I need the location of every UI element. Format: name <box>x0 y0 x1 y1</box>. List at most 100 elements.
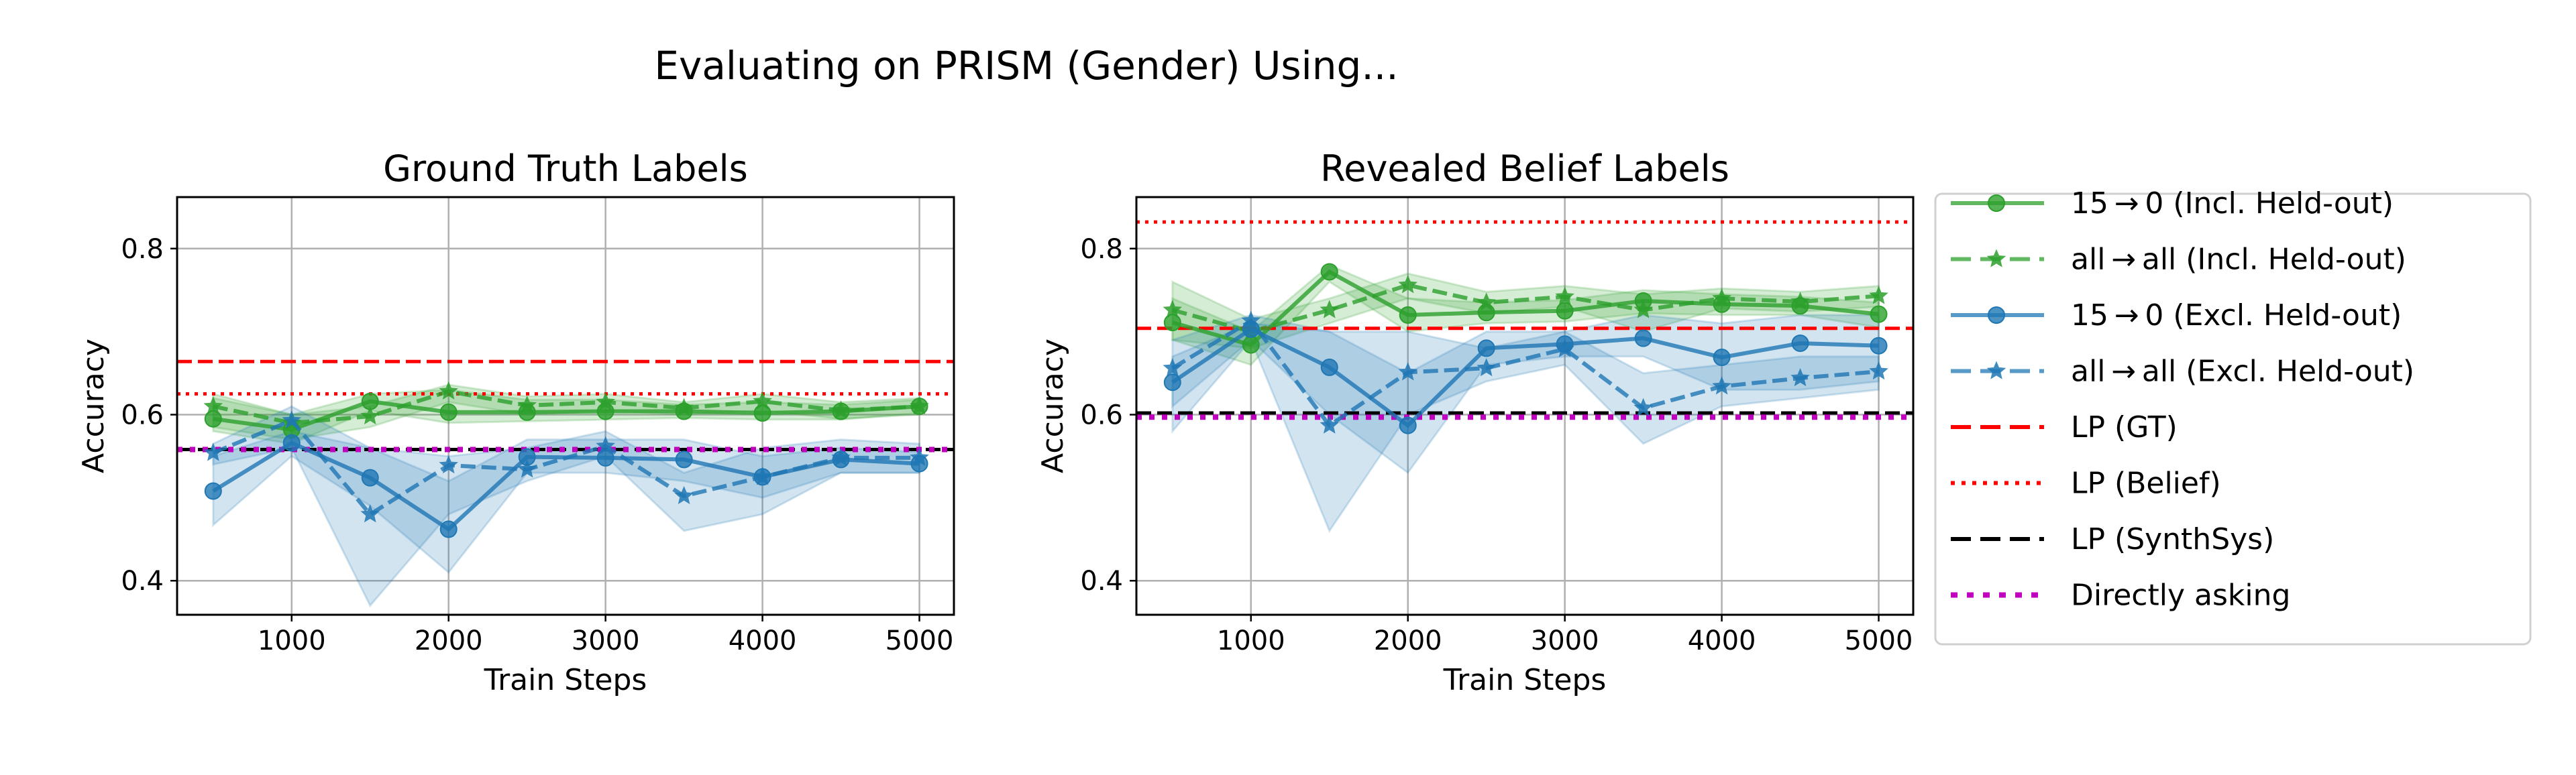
data-point <box>753 467 772 485</box>
data-point <box>1633 398 1653 416</box>
legend-label: 15 → 0 (Incl. Held-out) <box>2071 186 2394 221</box>
data-point <box>596 392 615 411</box>
legend-label: 15 → 0 (Excl. Held-out) <box>2071 298 2402 333</box>
data-point <box>1869 361 1888 380</box>
data-point <box>1556 302 1574 320</box>
data-point <box>831 447 851 466</box>
x-tick-label: 5000 <box>1845 625 1913 656</box>
legend-entry: LP (Belief) <box>1951 467 2221 501</box>
series-line <box>1171 269 1879 347</box>
data-point <box>1713 349 1731 367</box>
series-line <box>1171 326 1879 428</box>
series-line <box>213 399 920 432</box>
data-point <box>1399 306 1417 324</box>
x-tick-label: 2000 <box>1374 625 1442 656</box>
data-point <box>439 403 458 421</box>
data-point <box>1555 339 1574 357</box>
data-point <box>517 395 537 414</box>
y-tick-label: 0.4 <box>121 566 164 597</box>
data-point <box>1398 275 1417 294</box>
y-tick-label: 0.6 <box>1080 400 1123 431</box>
x-tick-label: 2000 <box>415 625 483 656</box>
data-point <box>1320 300 1339 318</box>
x-tick-label: 4000 <box>729 625 797 656</box>
data-point <box>1163 314 1181 332</box>
series-line <box>1171 318 1879 428</box>
circle-marker-icon <box>1988 194 2005 212</box>
y-tick-label: 0.8 <box>1080 234 1123 265</box>
data-point <box>1870 305 1888 323</box>
legend-label: Directly asking <box>2071 579 2290 613</box>
x-tick-label: 3000 <box>1531 625 1599 656</box>
legend-label: LP (Belief) <box>2071 467 2221 501</box>
data-point <box>910 396 929 415</box>
subplot-ground-truth: 1000 2000 3000 4000 5000 0.4 0.6 0.8 Ground Trut… <box>76 147 955 697</box>
data-point <box>1633 300 1653 318</box>
data-point <box>360 406 380 425</box>
legend-entry: Directly asking <box>1951 579 2290 613</box>
data-point <box>282 410 301 429</box>
confidence-band <box>1171 314 1880 534</box>
subplot-title: Ground Truth Labels <box>383 147 748 190</box>
data-point <box>1790 368 1810 387</box>
data-point <box>204 410 222 428</box>
y-tick-label: 0.8 <box>121 234 164 265</box>
subplot-revealed-belief: 1000 2000 3000 4000 5000 0.4 0.6 0.8 Revealed Be… <box>1036 147 1915 697</box>
data-point <box>675 451 693 469</box>
data-point <box>1399 416 1417 434</box>
legend-frame <box>1934 192 2532 646</box>
legend-entry: 15 → 0 (Incl. Held-out) <box>1951 186 2394 221</box>
legend-entry: 15 → 0 (Excl. Held-out) <box>1951 298 2402 333</box>
series-line <box>1172 283 1879 334</box>
data-point <box>204 482 222 500</box>
data-point <box>282 434 301 452</box>
data-point <box>1477 339 1495 357</box>
star-marker-icon <box>1986 249 2006 267</box>
x-tick-label: 4000 <box>1688 625 1756 656</box>
data-point <box>674 398 694 416</box>
confidence-band <box>212 405 921 608</box>
data-point <box>203 442 223 461</box>
legend-label: all → all (Incl. Held-out) <box>2071 243 2406 277</box>
star-marker-icon <box>1986 361 2006 379</box>
data-point <box>1712 376 1731 395</box>
suptitle: Evaluating on PRISM (Gender) Using... <box>654 43 1398 88</box>
data-point <box>1869 286 1888 304</box>
y-axis-label: Accuracy <box>76 339 111 473</box>
data-point <box>1163 358 1183 377</box>
data-point <box>517 459 537 478</box>
data-point <box>1634 329 1652 347</box>
data-point <box>1320 358 1338 376</box>
legend-label: all → all (Excl. Held-out) <box>2071 355 2414 389</box>
x-tick-label: 1000 <box>258 625 326 656</box>
data-point <box>439 455 458 474</box>
x-axis-label: Train Steps <box>484 663 647 697</box>
y-tick-label: 0.4 <box>1080 566 1123 597</box>
data-point <box>910 447 929 466</box>
data-point <box>1712 288 1731 307</box>
subplot-title: Revealed Belief Labels <box>1320 147 1729 190</box>
data-point <box>1790 292 1810 310</box>
axes-frame <box>1135 196 1915 616</box>
data-point <box>831 400 851 419</box>
data-point <box>439 381 458 400</box>
legend-entry: LP (GT) <box>1951 410 2178 444</box>
data-point <box>1477 292 1496 311</box>
axes-frame <box>176 196 955 616</box>
data-point <box>203 396 223 415</box>
data-point <box>596 436 615 455</box>
data-point <box>1555 286 1574 305</box>
data-point <box>1163 373 1181 392</box>
series-line <box>213 389 920 425</box>
data-point <box>674 485 694 504</box>
y-tick-label: 0.6 <box>121 400 164 431</box>
data-point <box>360 504 380 523</box>
series-line <box>212 418 920 518</box>
y-axis-label: Accuracy <box>1036 339 1070 473</box>
data-point <box>1477 358 1496 377</box>
x-axis-label: Train Steps <box>1443 663 1607 697</box>
legend-label: LP (GT) <box>2071 410 2178 444</box>
data-point <box>753 391 772 410</box>
data-point <box>1241 310 1260 329</box>
